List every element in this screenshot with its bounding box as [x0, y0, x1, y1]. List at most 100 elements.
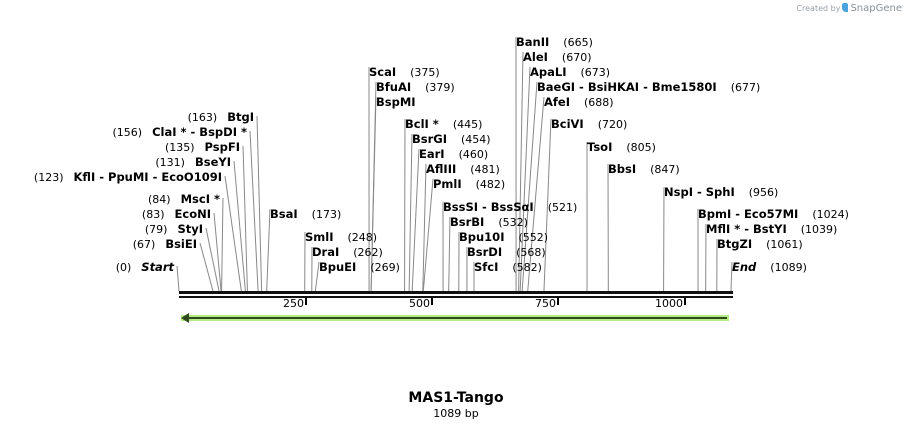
enzyme-label[interactable]: ScaI (375) [369, 65, 440, 80]
enzyme-label[interactable]: BpmI - Eco57MI (1024) [698, 207, 849, 222]
enzyme-name: MflI * - BstYI [706, 222, 787, 236]
cut-position: (956) [748, 186, 779, 199]
enzyme-name: TsoI [587, 140, 613, 154]
enzyme-label[interactable]: ApaLI (673) [530, 65, 610, 80]
enzyme-label[interactable]: EarI (460) [419, 147, 488, 162]
enzyme-label[interactable]: (67) BsiEI [133, 237, 197, 252]
cut-position: (847) [650, 163, 680, 176]
enzyme-label[interactable]: (84) MscI * [148, 192, 220, 207]
enzyme-name: BpmI - Eco57MI [698, 207, 799, 221]
enzyme-name: BfuAI [376, 80, 412, 94]
enzyme-label[interactable]: (79) StyI [145, 222, 203, 237]
site-connector [408, 133, 413, 292]
cut-position: (688) [583, 96, 614, 109]
site-connector [422, 178, 434, 292]
enzyme-label[interactable]: (131) BseYI [155, 155, 231, 170]
site-connector [205, 227, 220, 292]
cut-position: (460) [458, 148, 489, 161]
enzyme-label[interactable]: (123) KflI - PpuMI - EcoO109I [34, 170, 222, 185]
cut-position: (1039) [800, 223, 838, 236]
enzyme-label[interactable]: BclI * (445) [405, 117, 482, 132]
site-connector [543, 118, 552, 292]
enzyme-label[interactable]: BciVI (720) [551, 117, 627, 132]
site-connector [314, 261, 320, 292]
enzyme-name: BsrGI [412, 132, 447, 146]
enzyme-label[interactable]: SfcI (582) [474, 260, 542, 275]
site-connector [213, 212, 222, 292]
credit-brand: SnapGene [850, 3, 902, 14]
enzyme-label[interactable]: BanII (665) [516, 35, 593, 50]
cut-position: (805) [626, 141, 656, 154]
enzyme-name: PmlI [433, 177, 462, 191]
site-connector [521, 81, 538, 292]
enzyme-label[interactable]: BssSI - BssSαI (521) [443, 200, 577, 215]
enzyme-label[interactable]: TsoI (805) [587, 140, 656, 155]
tick-label: 500 [409, 297, 430, 310]
enzyme-label[interactable]: AleI (670) [523, 50, 592, 65]
tick-label: 250 [283, 297, 304, 310]
enzyme-label[interactable]: Bpu10I (552) [459, 230, 548, 245]
enzyme-name: BciVI [551, 117, 584, 131]
enzyme-label[interactable]: (163) BtgI [188, 110, 254, 125]
enzyme-name: PspFI [204, 140, 240, 154]
enzyme-name: BaeGI - BsiHKAI - Bme1580I [537, 80, 717, 94]
backbone-top [179, 291, 733, 294]
snapgene-credit: Created by SnapGene [796, 3, 902, 14]
enzyme-name: BpuEI [319, 260, 357, 274]
cut-position: (1061) [766, 238, 803, 251]
enzyme-label[interactable]: BspMI [376, 95, 430, 110]
cut-position: (552) [518, 231, 549, 244]
site-connector [527, 96, 545, 292]
cut-position: (262) [353, 246, 383, 259]
site-connector [266, 208, 271, 292]
enzyme-label[interactable]: MflI * - BstYI (1039) [706, 222, 837, 237]
enzyme-name: SmlI [305, 230, 334, 244]
enzyme-label[interactable]: BpuEI (269) [319, 260, 400, 275]
enzyme-label[interactable]: (0) Start [116, 260, 174, 275]
enzyme-name: BsrBI [450, 215, 485, 229]
site-connector [370, 96, 377, 292]
cut-position: (665) [563, 36, 593, 49]
enzyme-name: BtgI [227, 110, 254, 124]
cut-position: (173) [311, 208, 342, 221]
enzyme-label[interactable]: BfuAI (379) [376, 80, 455, 95]
enzyme-label[interactable]: AfeI (688) [544, 95, 614, 110]
enzyme-label[interactable]: BsrDI (568) [467, 245, 546, 260]
cut-position: (156) [112, 126, 143, 139]
enzyme-label[interactable]: (135) PspFI [165, 140, 240, 155]
cut-position: (582) [512, 261, 542, 274]
enzyme-label[interactable]: (156) ClaI * - BspDI * [113, 125, 248, 140]
enzyme-label[interactable]: DraI (262) [312, 245, 383, 260]
enzyme-label[interactable]: (83) EcoNI [142, 207, 211, 222]
site-connector [730, 261, 733, 292]
enzyme-label[interactable]: AflIII (481) [426, 162, 500, 177]
cut-position: (1089) [770, 261, 807, 274]
enzyme-name: AleI [523, 50, 548, 64]
enzyme-name: ClaI * - BspDI * [152, 125, 247, 139]
cut-position: (720) [597, 118, 628, 131]
cut-position: (379) [425, 81, 455, 94]
enzyme-label[interactable]: BaeGI - BsiHKAI - Bme1580I (677) [537, 80, 760, 95]
enzyme-name: Start [141, 260, 174, 274]
enzyme-label[interactable]: BsrGI (454) [412, 132, 491, 147]
enzyme-name: BsrDI [467, 245, 503, 259]
enzyme-label[interactable]: SmlI (248) [305, 230, 377, 245]
enzyme-label[interactable]: PmlI (482) [433, 177, 505, 192]
cut-position: (532) [498, 216, 528, 229]
enzyme-name: EarI [419, 147, 445, 161]
enzyme-label[interactable]: BsaI (173) [270, 207, 341, 222]
enzyme-name: ScaI [369, 65, 397, 79]
cut-position: (79) [144, 223, 168, 236]
enzyme-name: AfeI [544, 95, 570, 109]
enzyme-label[interactable]: NspI - SphI (956) [664, 185, 778, 200]
enzyme-label[interactable]: End (1089) [732, 260, 807, 275]
cut-position: (269) [370, 261, 400, 274]
enzyme-label[interactable]: BsrBI (532) [450, 215, 528, 230]
enzyme-label[interactable]: BbsI (847) [608, 162, 680, 177]
cut-position: (0) [115, 261, 132, 274]
site-connector [422, 163, 427, 292]
enzyme-name: SfcI [474, 260, 499, 274]
enzyme-label[interactable]: BtgZI (1061) [717, 237, 803, 252]
cut-position: (482) [475, 178, 506, 191]
enzyme-name: BsiEI [165, 237, 197, 251]
